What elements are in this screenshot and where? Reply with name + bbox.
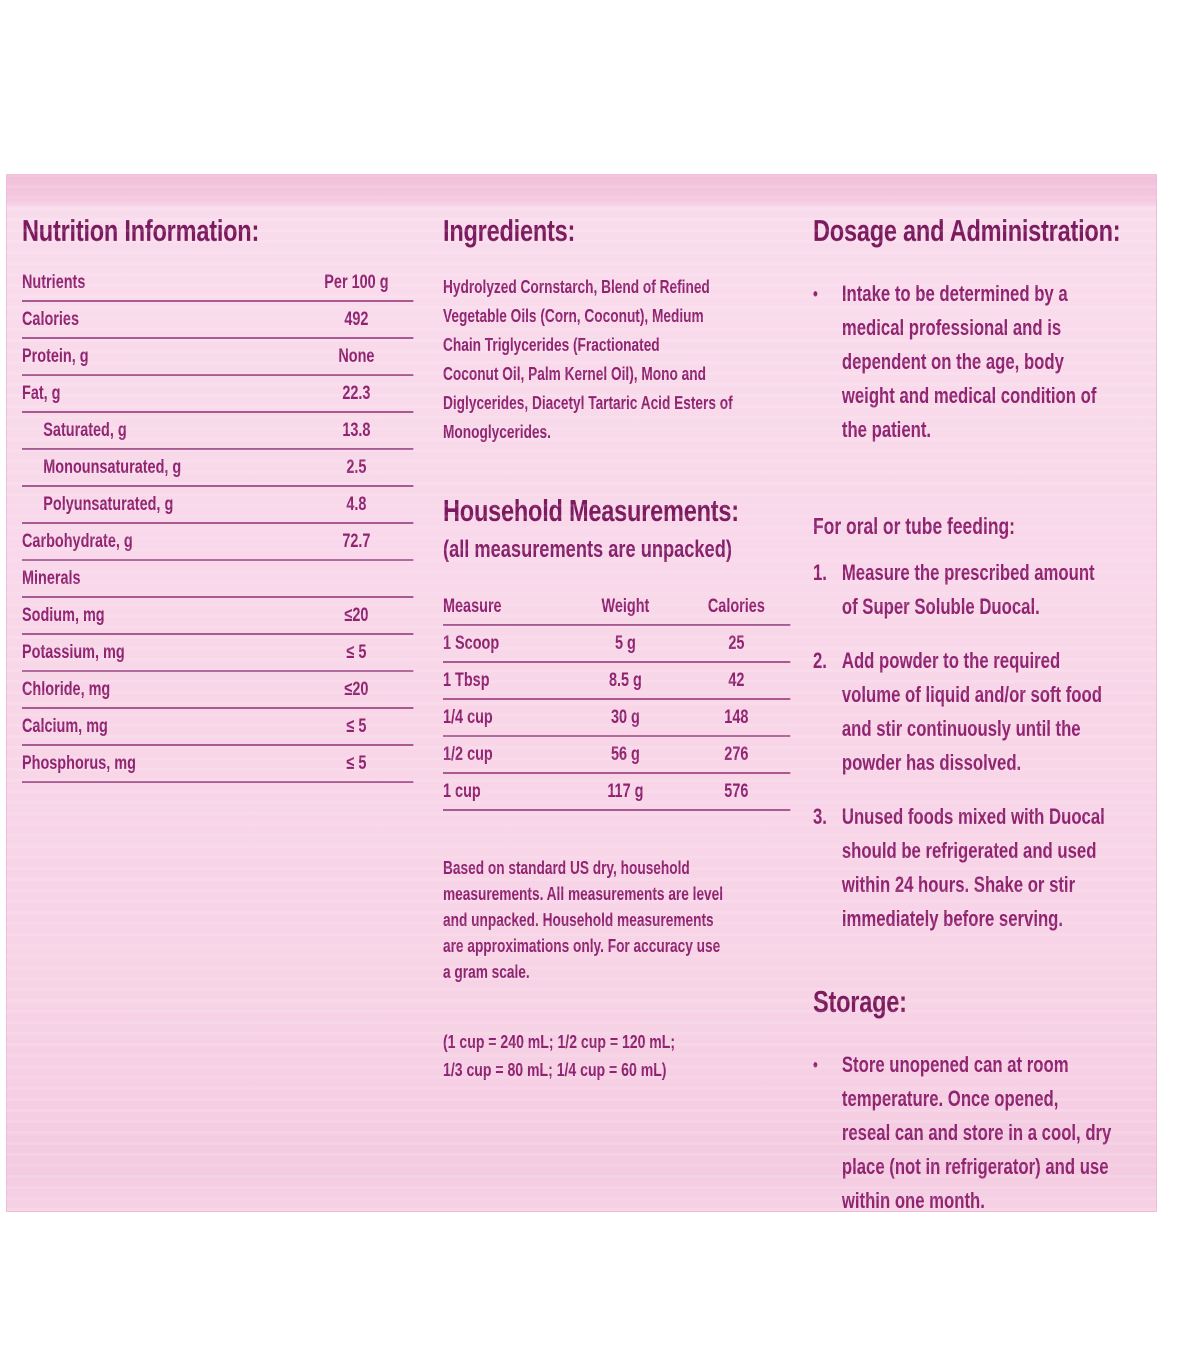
table-row: Sodium, mg ≤20: [22, 598, 414, 635]
nutrient-label: Saturated, g: [43, 419, 127, 441]
table-row: Chloride, mg ≤20: [22, 672, 414, 709]
dosage-storage-section: Dosage and Administration: • Intake to b…: [813, 213, 1153, 1218]
table-row: Carbohydrate, g 72.7: [22, 524, 414, 561]
nutrient-value: ≤20: [344, 604, 369, 626]
table-row: Calcium, mg ≤ 5: [22, 709, 414, 746]
table-row: Polyunsaturated, g 4.8: [22, 487, 414, 524]
table-row: Potassium, mg ≤ 5: [22, 635, 414, 672]
storage-bullet-item: • Store unopened can at room temperature…: [813, 1048, 1153, 1218]
table-row: Phosphorus, mg ≤ 5: [22, 746, 414, 783]
nutrition-table: Nutrients Per 100 g Calories 492 Protein…: [22, 265, 414, 783]
calories-cell: 42: [728, 669, 745, 691]
nutrient-value: ≤ 5: [346, 715, 367, 737]
nutrition-header-row: Nutrients Per 100 g: [22, 265, 414, 302]
dosage-bullet-text: Intake to be determined by a medical pro…: [841, 281, 1097, 442]
table-row: Monounsaturated, g 2.5: [22, 450, 414, 487]
measure-cell: 1/4 cup: [443, 706, 493, 728]
household-measurements-title: Household Measurements:: [443, 493, 739, 528]
calories-cell: 276: [724, 743, 749, 765]
nutrient-label: Carbohydrate, g: [22, 530, 133, 552]
storage-title: Storage:: [813, 984, 907, 1019]
table-row: 1/2 cup 56 g 276: [443, 737, 791, 774]
calories-column-header: Calories: [707, 595, 765, 617]
table-row: Saturated, g 13.8: [22, 413, 414, 450]
household-note: Based on standard US dry, household meas…: [443, 858, 724, 982]
weight-cell: 8.5 g: [608, 669, 642, 691]
nutrient-value: 72.7: [342, 530, 371, 552]
measure-cell: 1/2 cup: [443, 743, 493, 765]
nutrient-value: ≤20: [344, 678, 369, 700]
storage-bullet-text: Store unopened can at room temperature. …: [841, 1052, 1112, 1213]
household-header-row: Measure Weight Calories: [443, 589, 791, 626]
step-number: 3.: [813, 804, 827, 829]
weight-cell: 5 g: [614, 632, 636, 654]
nutrition-section: Nutrition Information: Nutrients Per 100…: [22, 213, 414, 783]
table-row: 1 Scoop 5 g 25: [443, 626, 791, 663]
ingredients-title: Ingredients:: [443, 213, 576, 248]
measure-cell: 1 Scoop: [443, 632, 500, 654]
nutrient-label: Monounsaturated, g: [43, 456, 182, 478]
calories-cell: 576: [724, 780, 749, 802]
table-row: 1 Tbsp 8.5 g 42: [443, 663, 791, 700]
calories-cell: 25: [728, 632, 745, 654]
nutrient-label: Fat, g: [22, 382, 61, 404]
step-text: Measure the prescribed amount of Super S…: [841, 560, 1095, 619]
weight-column-header: Weight: [601, 595, 650, 617]
table-row: Protein, g None: [22, 339, 414, 376]
dosage-bullet-item: • Intake to be determined by a medical p…: [813, 277, 1153, 447]
nutrient-value: ≤ 5: [346, 641, 367, 663]
table-row-minerals-header: Minerals: [22, 561, 414, 598]
nutrient-label: Chloride, mg: [22, 678, 111, 700]
nutrient-label: Protein, g: [22, 345, 89, 367]
nutrient-value: ≤ 5: [346, 752, 367, 774]
cup-conversions: (1 cup = 240 mL; 1/2 cup = 120 mL; 1/3 c…: [443, 1031, 676, 1080]
step-text: Add powder to the required volume of liq…: [841, 648, 1102, 775]
list-item: 2. Add powder to the required volume of …: [813, 644, 1153, 780]
table-row: Fat, g 22.3: [22, 376, 414, 413]
ingredients-text: Hydrolyzed Cornstarch, Blend of Refined …: [443, 277, 733, 442]
table-row: 1 cup 117 g 576: [443, 774, 791, 811]
step-number: 2.: [813, 648, 827, 673]
feeding-steps-list: 1. Measure the prescribed amount of Supe…: [813, 556, 1153, 936]
list-item: 1. Measure the prescribed amount of Supe…: [813, 556, 1153, 624]
list-item: 3. Unused foods mixed with Duocal should…: [813, 800, 1153, 936]
nutrition-title: Nutrition Information:: [22, 213, 260, 248]
calories-cell: 148: [724, 706, 749, 728]
table-row: 1/4 cup 30 g 148: [443, 700, 791, 737]
measure-column-header: Measure: [443, 595, 502, 617]
nutrient-label: Sodium, mg: [22, 604, 105, 626]
nutrient-value: 22.3: [342, 382, 371, 404]
per-100g-column-header: Per 100 g: [324, 271, 389, 293]
feeding-subheading: For oral or tube feeding:: [813, 513, 1015, 539]
ingredients-household-section: Ingredients: Hydrolyzed Cornstarch, Blen…: [443, 213, 796, 1083]
bullet-marker: •: [813, 1055, 818, 1075]
dosage-title: Dosage and Administration:: [813, 213, 1121, 248]
nutrient-value: 13.8: [342, 419, 371, 441]
label-panel: Nutrition Information: Nutrients Per 100…: [6, 174, 1157, 1213]
weight-cell: 30 g: [610, 706, 640, 728]
weight-cell: 56 g: [610, 743, 640, 765]
household-table: Measure Weight Calories 1 Scoop 5 g 25 1…: [443, 589, 791, 811]
bullet-marker: •: [813, 284, 818, 304]
nutrient-label: Calories: [22, 308, 79, 330]
step-text: Unused foods mixed with Duocal should be…: [841, 804, 1105, 931]
nutrient-label: Minerals: [22, 567, 81, 589]
nutrients-column-header: Nutrients: [22, 271, 86, 293]
nutrient-label: Calcium, mg: [22, 715, 108, 737]
nutrient-label: Polyunsaturated, g: [43, 493, 174, 515]
nutrient-value: 4.8: [346, 493, 367, 515]
table-row: Calories 492: [22, 302, 414, 339]
nutrient-label: Potassium, mg: [22, 641, 125, 663]
measure-cell: 1 Tbsp: [443, 669, 490, 691]
measure-cell: 1 cup: [443, 780, 481, 802]
household-measurements-subtitle: (all measurements are unpacked): [443, 536, 732, 563]
nutrient-label: Phosphorus, mg: [22, 752, 136, 774]
step-number: 1.: [813, 560, 827, 585]
nutrient-value: None: [338, 345, 375, 367]
nutrient-value: 2.5: [346, 456, 367, 478]
weight-cell: 117 g: [607, 780, 644, 802]
nutrient-value: 492: [344, 308, 369, 330]
